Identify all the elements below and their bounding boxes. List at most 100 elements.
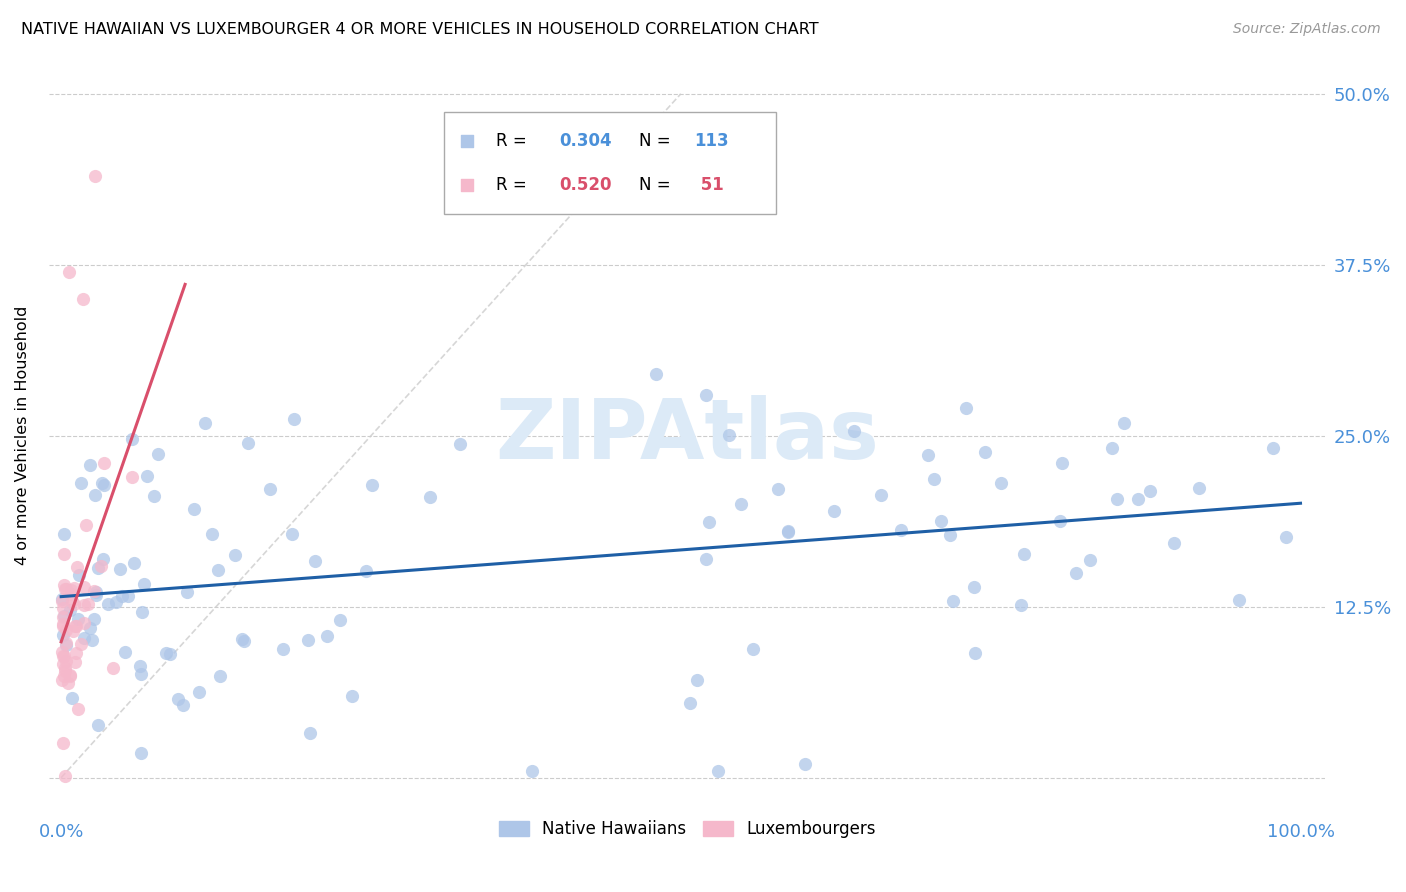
Point bbox=[645, 367, 668, 381]
Point bbox=[73, 580, 96, 594]
Point bbox=[297, 633, 319, 648]
Point bbox=[685, 673, 707, 687]
Point bbox=[66, 560, 89, 574]
Text: ZIPAtlas: ZIPAtlas bbox=[495, 395, 879, 476]
Point bbox=[121, 469, 143, 483]
Point bbox=[938, 528, 960, 542]
Point bbox=[148, 447, 170, 461]
Point bbox=[55, 582, 77, 597]
Point bbox=[80, 632, 103, 647]
Point bbox=[103, 661, 125, 675]
Point bbox=[1261, 441, 1284, 455]
Point bbox=[1112, 416, 1135, 430]
Point bbox=[131, 605, 153, 619]
Point bbox=[1126, 492, 1149, 507]
Point bbox=[122, 556, 145, 570]
Point bbox=[360, 478, 382, 492]
Point bbox=[59, 587, 82, 601]
Point bbox=[52, 648, 75, 663]
Point bbox=[55, 636, 77, 650]
Point bbox=[844, 424, 866, 438]
Text: R =: R = bbox=[495, 177, 531, 194]
Point bbox=[87, 561, 110, 575]
Point bbox=[259, 483, 281, 497]
Point bbox=[329, 613, 352, 627]
Point bbox=[188, 685, 211, 699]
Point bbox=[176, 585, 198, 599]
Text: NATIVE HAWAIIAN VS LUXEMBOURGER 4 OR MORE VEHICLES IN HOUSEHOLD CORRELATION CHAR: NATIVE HAWAIIAN VS LUXEMBOURGER 4 OR MOR… bbox=[21, 22, 818, 37]
Point bbox=[111, 589, 134, 603]
Point bbox=[53, 669, 76, 683]
Text: 113: 113 bbox=[695, 132, 730, 150]
Point bbox=[695, 387, 717, 401]
Point bbox=[238, 436, 260, 450]
Point bbox=[67, 612, 90, 626]
Point bbox=[142, 489, 165, 503]
Point bbox=[53, 582, 76, 596]
Point bbox=[84, 585, 107, 599]
Point bbox=[73, 631, 96, 645]
Point bbox=[51, 591, 73, 606]
Point bbox=[283, 411, 305, 425]
Point bbox=[354, 564, 377, 578]
Point bbox=[167, 692, 190, 706]
Point bbox=[231, 632, 253, 646]
Text: Source: ZipAtlas.com: Source: ZipAtlas.com bbox=[1233, 22, 1381, 37]
Point bbox=[87, 718, 110, 732]
Point bbox=[135, 469, 157, 483]
Point bbox=[58, 264, 80, 278]
Point bbox=[105, 595, 128, 609]
Point bbox=[59, 669, 82, 683]
Point bbox=[1139, 484, 1161, 499]
Point bbox=[72, 615, 94, 630]
Point bbox=[183, 502, 205, 516]
Point bbox=[194, 416, 217, 430]
Point bbox=[79, 458, 101, 473]
Point bbox=[83, 584, 105, 599]
Y-axis label: 4 or more Vehicles in Household: 4 or more Vehicles in Household bbox=[15, 306, 30, 566]
Point bbox=[72, 598, 94, 612]
Point bbox=[51, 644, 73, 658]
Point bbox=[1105, 491, 1128, 506]
Point bbox=[679, 697, 702, 711]
Point bbox=[84, 488, 107, 502]
Point bbox=[69, 475, 91, 490]
Point bbox=[65, 618, 87, 632]
Point bbox=[304, 553, 326, 567]
Point bbox=[793, 757, 815, 772]
Point bbox=[56, 676, 79, 690]
FancyBboxPatch shape bbox=[444, 112, 776, 214]
Point bbox=[110, 562, 132, 576]
Point bbox=[72, 292, 94, 306]
Point bbox=[55, 654, 77, 668]
Point bbox=[93, 456, 115, 470]
Point bbox=[419, 490, 441, 504]
Point bbox=[342, 689, 364, 703]
Point bbox=[65, 646, 87, 660]
Point bbox=[52, 600, 75, 615]
Point bbox=[1163, 536, 1185, 550]
Point bbox=[1010, 598, 1032, 612]
Point bbox=[51, 673, 73, 687]
Point bbox=[69, 637, 91, 651]
Point bbox=[741, 641, 763, 656]
Point bbox=[53, 664, 76, 678]
Point bbox=[91, 476, 114, 491]
Point bbox=[83, 612, 105, 626]
Point bbox=[1014, 547, 1036, 561]
Point bbox=[52, 617, 75, 632]
Point bbox=[963, 646, 986, 660]
Point bbox=[890, 523, 912, 537]
Point bbox=[52, 610, 75, 624]
Point bbox=[155, 646, 177, 660]
Text: 0.304: 0.304 bbox=[560, 132, 612, 150]
Text: N =: N = bbox=[638, 177, 675, 194]
Point bbox=[55, 638, 77, 652]
Point bbox=[1078, 553, 1101, 567]
Point bbox=[929, 515, 952, 529]
Point bbox=[315, 629, 337, 643]
Point bbox=[121, 432, 143, 446]
Point bbox=[79, 621, 101, 635]
Legend: Native Hawaiians, Luxembourgers: Native Hawaiians, Luxembourgers bbox=[492, 814, 882, 845]
Point bbox=[55, 623, 77, 637]
